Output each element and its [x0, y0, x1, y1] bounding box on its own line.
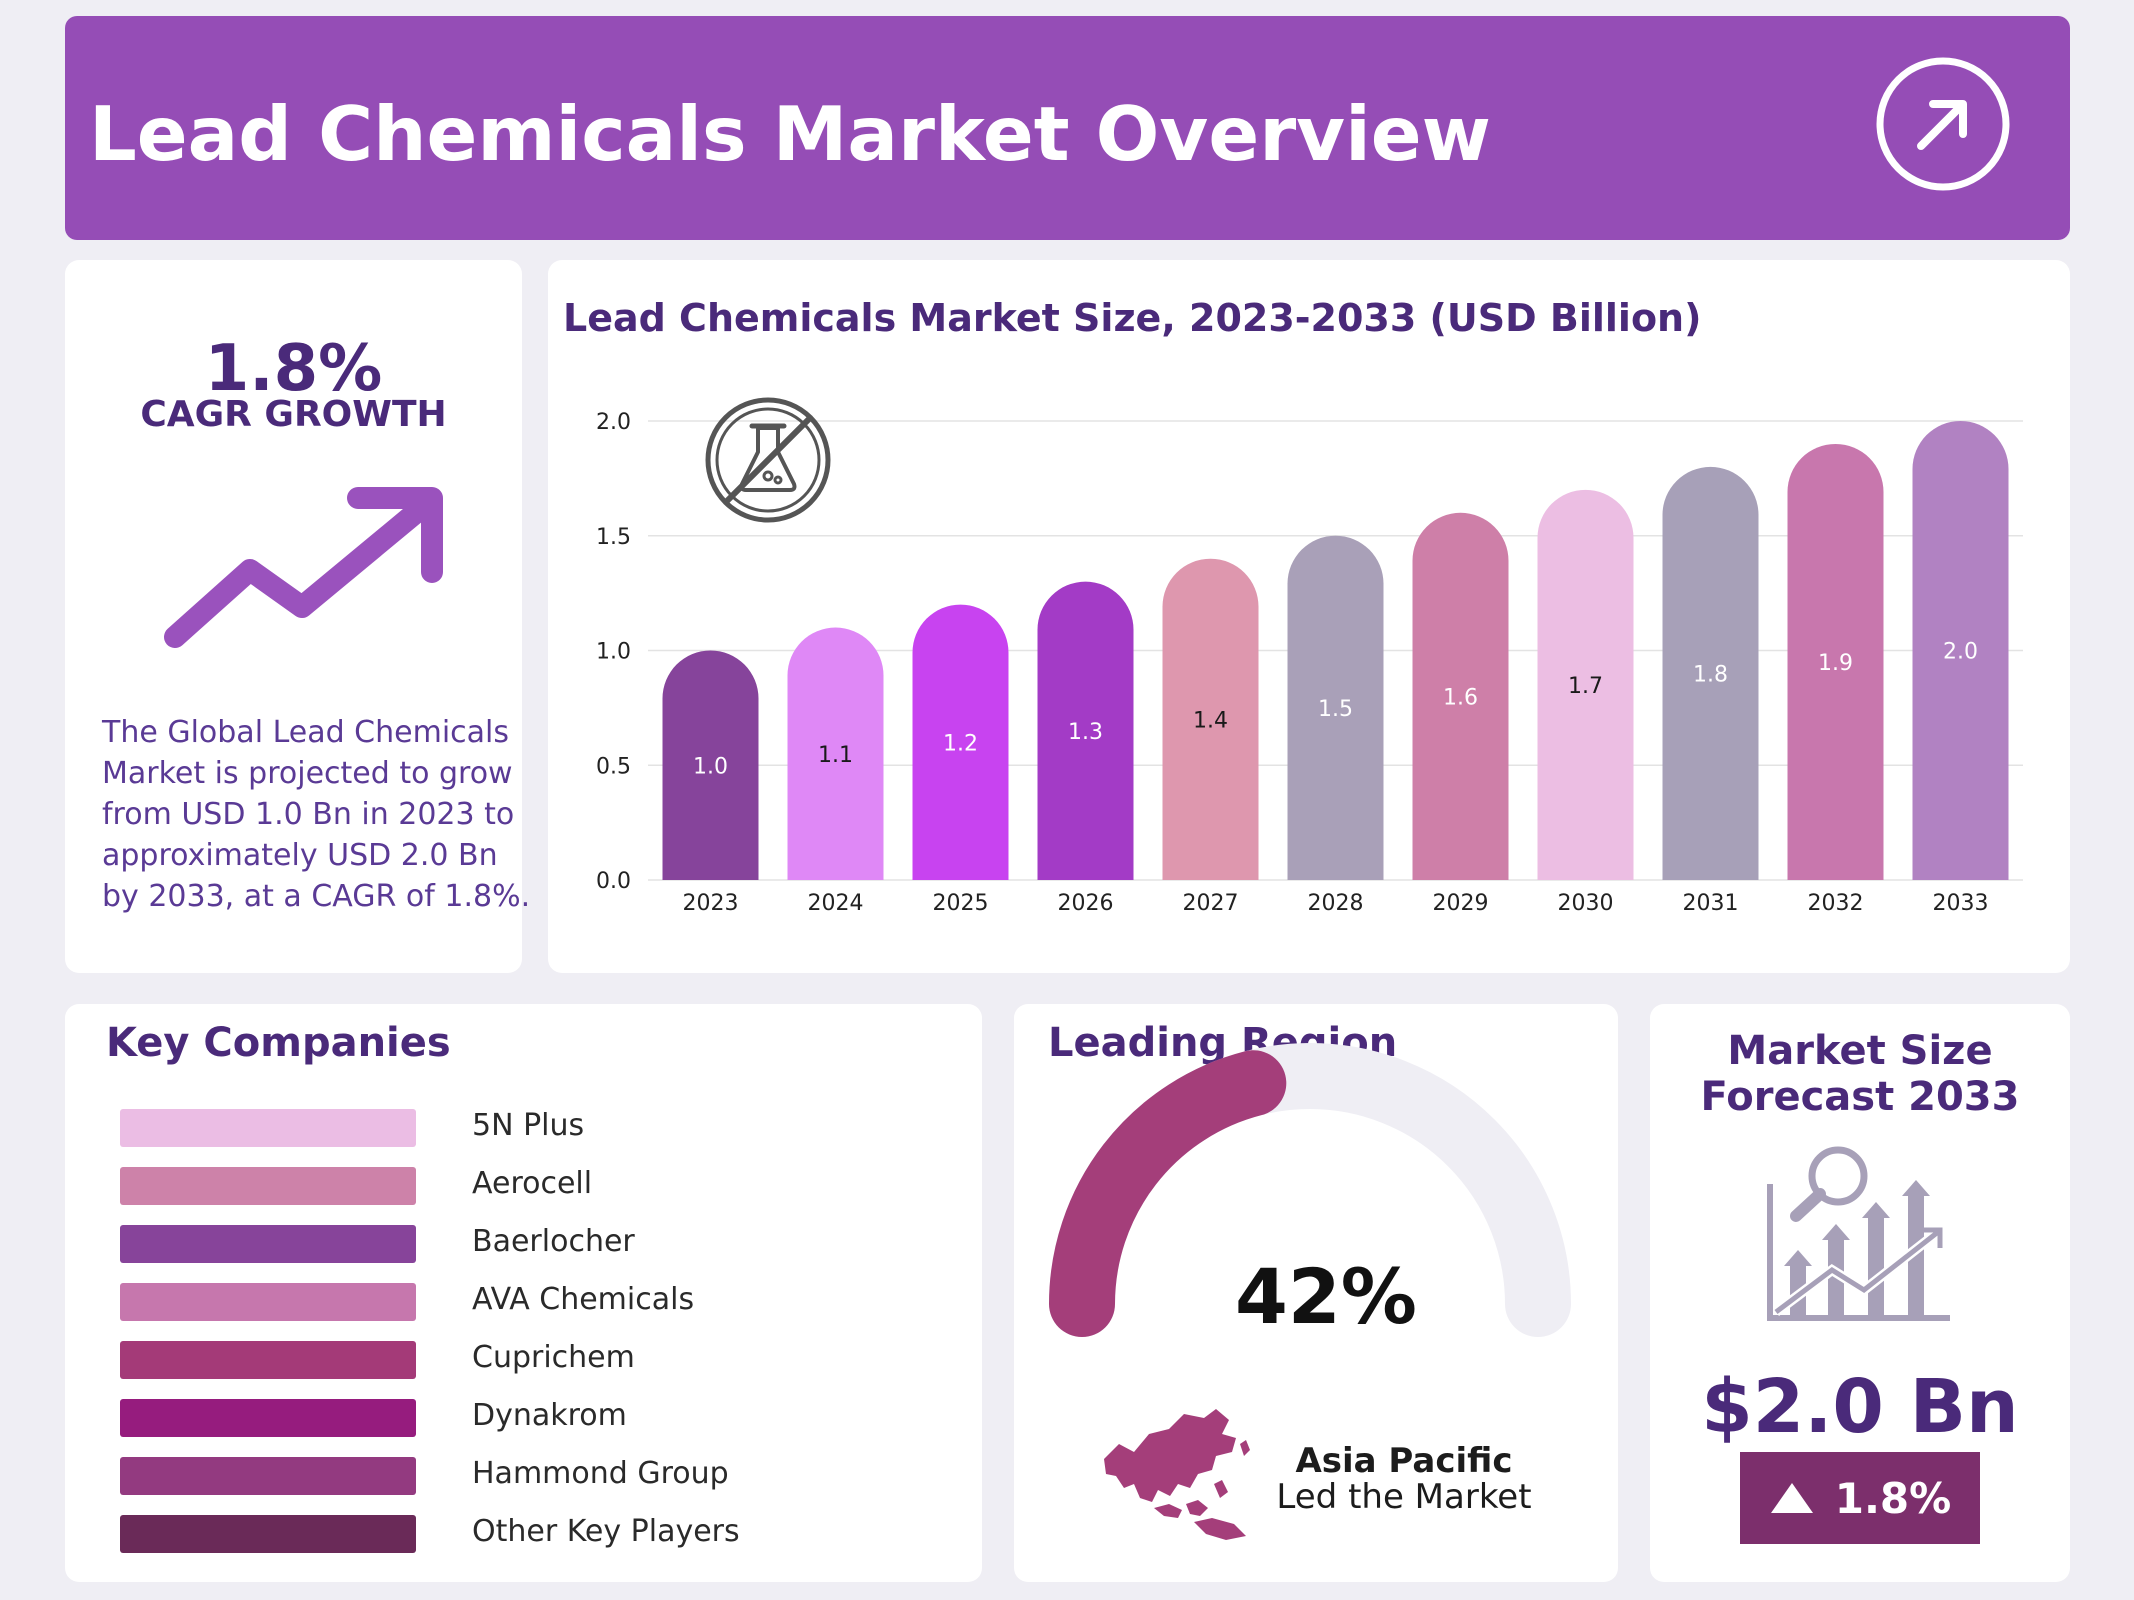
region-subtitle: Led the Market	[1276, 1477, 1532, 1517]
y-tick-label: 2.0	[596, 410, 631, 435]
company-swatch	[120, 1225, 416, 1263]
company-name: Dynakrom	[472, 1398, 627, 1433]
x-tick-label: 2032	[1808, 891, 1864, 916]
bar-data-label: 1.8	[1693, 662, 1728, 687]
company-swatch	[120, 1283, 416, 1321]
leading-region-card: Leading Region 42% Asia Pacific Led the …	[1014, 1004, 1618, 1582]
x-tick-label: 2033	[1933, 891, 1989, 916]
x-tick-label: 2029	[1433, 891, 1489, 916]
company-swatch	[120, 1167, 416, 1205]
bar-2029	[1412, 512, 1509, 880]
bar-chart: 0.0 0.5 1.0 1.5 2.0 1.0 2023 1.1 2024 1.2 2025 1.3 2…	[596, 397, 2023, 916]
bar-2026	[1037, 581, 1134, 880]
gauge-fill	[1049, 1050, 1287, 1337]
region-share-value: 42%	[1235, 1252, 1417, 1341]
region-share-gauge	[1049, 1043, 1571, 1337]
bar-2030	[1537, 489, 1634, 880]
y-tick-label: 0.0	[596, 869, 631, 894]
bar-data-label: 1.0	[693, 754, 728, 779]
bar-2028	[1287, 535, 1384, 880]
bar-2025	[912, 604, 1009, 880]
x-tick-label: 2027	[1183, 891, 1239, 916]
forecast-title-line2: Forecast 2033	[1700, 1074, 2020, 1120]
trend-up-arrow-icon	[164, 487, 443, 648]
company-name: Baerlocher	[472, 1224, 635, 1259]
bar-2024	[787, 627, 884, 880]
bar-2023	[662, 650, 759, 880]
bar-data-label: 1.5	[1318, 697, 1353, 722]
bar-data-label: 1.9	[1818, 651, 1853, 676]
page-title: Lead Chemicals Market Overview	[89, 90, 1491, 178]
forecast-card: Market Size Forecast 2033 $2.0 Bn 1.8%	[1650, 1004, 2070, 1582]
bar-data-label: 2.0	[1943, 640, 1978, 665]
chart-title: Lead Chemicals Market Size, 2023-2033 (U…	[563, 296, 1702, 340]
growth-analysis-icon	[1767, 1146, 1950, 1321]
header-banner: Lead Chemicals Market Overview	[65, 16, 2070, 240]
key-companies-card: Key Companies 5N Plus Aerocell Baerlocher A…	[65, 1004, 982, 1582]
y-tick-label: 1.0	[596, 640, 631, 665]
bar-data-label: 1.7	[1568, 674, 1603, 699]
bar-data-label: 1.4	[1193, 708, 1228, 733]
x-tick-label: 2023	[683, 891, 739, 916]
cagr-card: 1.8% CAGR GROWTH The Global Lead Chemica…	[65, 260, 530, 973]
forecast-title-line1: Market Size	[1727, 1028, 1993, 1074]
bar-data-label: 1.6	[1443, 685, 1478, 710]
bar-data-label: 1.1	[818, 743, 853, 768]
x-tick-label: 2031	[1683, 891, 1739, 916]
company-swatch	[120, 1457, 416, 1495]
company-name: 5N Plus	[472, 1108, 585, 1143]
forecast-title: Market Size Forecast 2033	[1650, 1028, 2070, 1120]
company-swatch	[120, 1341, 416, 1379]
forecast-change-value: 1.8%	[1834, 1473, 1952, 1523]
key-companies-title: Key Companies	[106, 1020, 451, 1066]
bar-2032	[1787, 443, 1884, 880]
cagr-description: The Global Lead Chemicals Market is proj…	[102, 715, 531, 914]
chart-card: Lead Chemicals Market Size, 2023-2033 (U…	[548, 260, 2070, 973]
y-tick-label: 0.5	[596, 754, 631, 779]
bar-2027	[1162, 558, 1259, 880]
no-chemicals-flask-icon	[705, 397, 831, 523]
bar-data-label: 1.3	[1068, 720, 1103, 745]
bar-data-label: 1.2	[943, 731, 978, 756]
company-name: Aerocell	[472, 1166, 593, 1201]
cagr-label: CAGR GROWTH	[140, 394, 447, 435]
company-swatch	[120, 1515, 416, 1553]
y-tick-label: 1.5	[596, 525, 631, 550]
x-tick-label: 2030	[1558, 891, 1614, 916]
asia-pacific-map-icon	[1104, 1409, 1250, 1540]
company-name: AVA Chemicals	[472, 1282, 695, 1317]
x-tick-label: 2028	[1308, 891, 1364, 916]
company-swatch	[120, 1399, 416, 1437]
cagr-value: 1.8%	[204, 332, 383, 406]
region-name: Asia Pacific	[1295, 1441, 1513, 1481]
x-tick-label: 2026	[1058, 891, 1114, 916]
forecast-value: $2.0 Bn	[1701, 1364, 2019, 1450]
company-name: Other Key Players	[472, 1514, 740, 1549]
company-name: Hammond Group	[472, 1456, 729, 1491]
x-tick-label: 2025	[933, 891, 989, 916]
triangle-up-icon	[1770, 1483, 1813, 1513]
bar-2031	[1662, 466, 1759, 880]
forecast-change-badge: 1.8%	[1740, 1452, 1980, 1544]
arrow-up-right-circle-icon	[1876, 57, 2010, 191]
bar-2033	[1912, 421, 2009, 880]
company-swatch	[120, 1109, 416, 1147]
x-tick-label: 2024	[808, 891, 864, 916]
company-name: Cuprichem	[472, 1340, 635, 1375]
